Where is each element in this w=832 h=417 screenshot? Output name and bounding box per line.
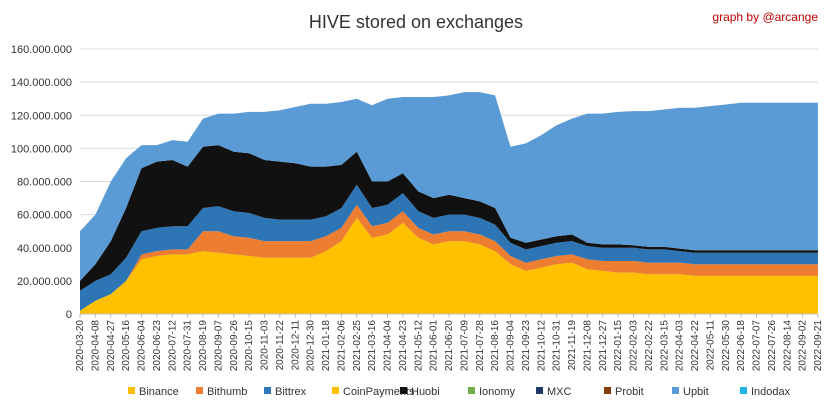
chart-credit: graph by @arcange [712, 10, 818, 24]
plot-area [80, 92, 818, 314]
x-tick-label: 2021-06-20 [444, 320, 455, 372]
x-tick-label: 2020-06-23 [152, 320, 163, 372]
x-tick-label: 2020-09-07 [213, 320, 224, 372]
x-tick-label: 2022-05-11 [705, 320, 716, 371]
x-tick-label: 2020-09-26 [229, 320, 240, 372]
legend-swatch [128, 387, 135, 394]
x-tick-label: 2021-06-01 [429, 320, 440, 372]
legend-label: Binance [139, 386, 179, 398]
y-tick-label: 0 [66, 309, 72, 321]
x-tick-label: 2021-04-23 [398, 320, 409, 372]
x-tick-label: 2022-07-26 [767, 320, 778, 372]
legend-swatch [400, 387, 407, 394]
x-tick-label: 2020-12-11 [290, 320, 301, 371]
area-binance [80, 217, 818, 314]
x-tick-label: 2022-02-03 [629, 320, 640, 372]
legend-label: Probit [615, 386, 644, 398]
x-tick-label: 2021-03-16 [367, 320, 378, 372]
x-tick-label: 2022-06-18 [736, 320, 747, 372]
y-tick-label: 80.000.000 [17, 177, 72, 189]
y-tick-label: 20.000.000 [17, 276, 72, 288]
x-tick-label: 2020-04-08 [90, 320, 101, 372]
x-tick-label: 2022-08-14 [782, 320, 793, 372]
x-tick-label: 2022-09-02 [798, 320, 809, 372]
x-tick-label: 2020-06-04 [137, 320, 148, 372]
x-tick-label: 2021-02-25 [352, 320, 363, 372]
x-tick-label: 2020-12-30 [306, 320, 317, 372]
y-tick-label: 160.000.000 [11, 44, 72, 56]
x-tick-label: 2021-09-23 [521, 320, 532, 372]
x-tick-label: 2020-11-03 [260, 320, 271, 371]
legend-swatch [468, 387, 475, 394]
legend-label: Huobi [411, 386, 440, 398]
x-tick-label: 2021-07-09 [459, 320, 470, 372]
x-tick-label: 2021-10-31 [552, 320, 563, 372]
y-tick-label: 60.000.000 [17, 210, 72, 222]
area-huobi [80, 145, 818, 291]
x-tick-label: 2022-04-03 [675, 320, 686, 372]
x-tick-label: 2021-10-12 [536, 320, 547, 372]
x-tick-label: 2020-10-15 [244, 320, 255, 372]
y-tick-label: 120.000.000 [11, 110, 72, 122]
x-tick-label: 2021-12-27 [598, 320, 609, 372]
legend-swatch [604, 387, 611, 394]
x-tick-label: 2020-03-20 [75, 320, 86, 372]
legend-label: Bithumb [207, 386, 247, 398]
x-tick-label: 2022-07-07 [752, 320, 763, 372]
legend-swatch [740, 387, 747, 394]
x-tick-label: 2020-07-31 [183, 320, 194, 372]
chart-title: HIVE stored on exchanges [309, 12, 523, 32]
legend-label: Ionomy [479, 386, 516, 398]
legend-label: Upbit [683, 386, 709, 398]
axes: 0 20.000.000 40.000.000 60.000.000 80.000.00… [11, 44, 824, 371]
x-tick-label: 2022-09-21 [813, 320, 824, 372]
x-tick-label: 2022-05-30 [721, 320, 732, 372]
legend-swatch [536, 387, 543, 394]
x-tick-label: 2021-08-16 [490, 320, 501, 372]
x-tick-label: 2020-04-27 [106, 320, 117, 372]
legend-swatch [196, 387, 203, 394]
legend-label: Bittrex [275, 386, 307, 398]
legend-swatch [672, 387, 679, 394]
x-tick-label: 2020-11-22 [275, 320, 286, 371]
legend-label: MXC [547, 386, 572, 398]
x-tick-label: 2021-09-04 [506, 320, 517, 372]
legend-label: CoinPayments [343, 386, 415, 398]
area-upbit [80, 92, 818, 281]
legend-swatch [332, 387, 339, 394]
x-tick-label: 2021-05-12 [413, 320, 424, 372]
x-tick-label: 2020-05-16 [121, 320, 132, 372]
x-tick-label: 2021-12-08 [582, 320, 593, 372]
y-tick-label: 140.000.000 [11, 77, 72, 89]
legend-swatch [264, 387, 271, 394]
x-tick-label: 2021-04-04 [383, 320, 394, 372]
x-tick-label: 2020-07-12 [167, 320, 178, 372]
x-tick-label: 2020-08-19 [198, 320, 209, 372]
x-tick-label: 2021-02-06 [336, 320, 347, 372]
x-tick-label: 2022-04-22 [690, 320, 701, 372]
x-tick-label: 2022-01-15 [613, 320, 624, 372]
x-tick-label: 2021-11-19 [567, 320, 578, 371]
x-tick-label: 2022-02-22 [644, 320, 655, 372]
y-tick-label: 40.000.000 [17, 243, 72, 255]
x-tick-label: 2022-03-15 [659, 320, 670, 372]
x-tick-label: 2021-07-28 [475, 320, 486, 372]
y-tick-label: 100.000.000 [11, 143, 72, 155]
x-tick-label: 2021-01-18 [321, 320, 332, 372]
legend-label: Indodax [751, 386, 791, 398]
